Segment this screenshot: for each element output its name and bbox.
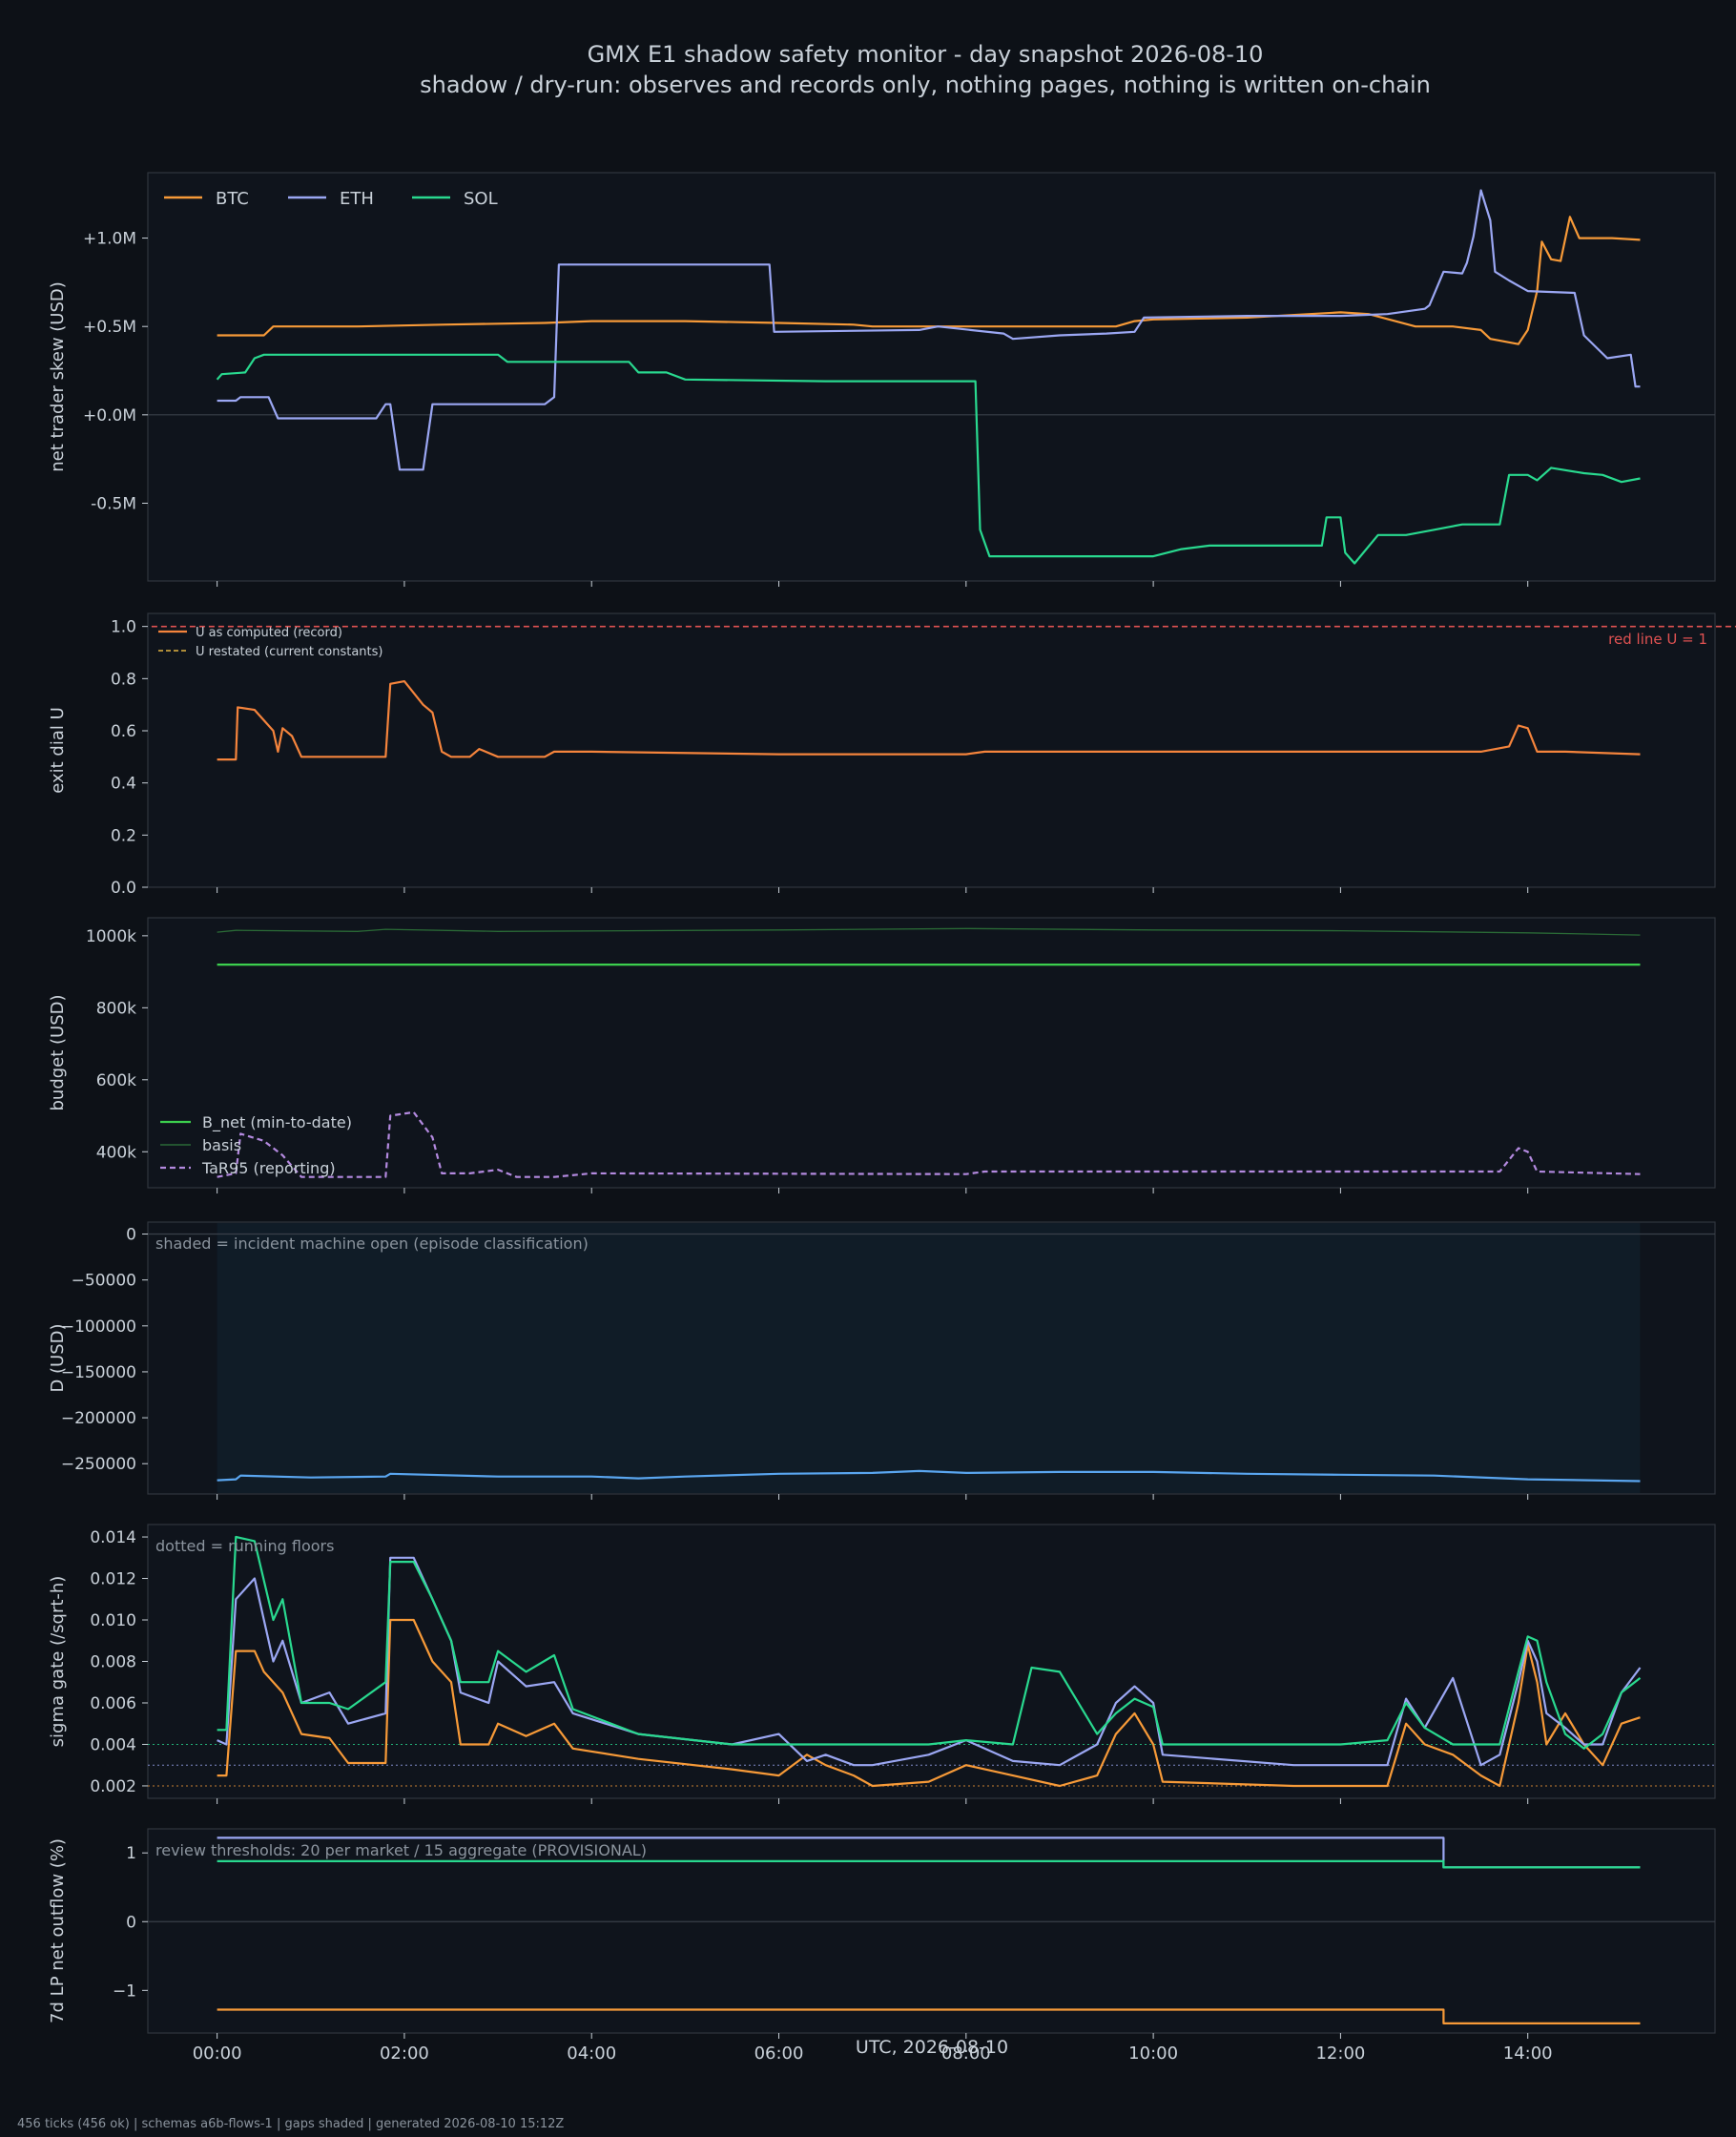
panel-annotation: dotted = running floors bbox=[155, 1537, 334, 1555]
series-line-eth bbox=[217, 1556, 1642, 1767]
y-tick-label: −200000 bbox=[61, 1409, 136, 1428]
panel-sigma_gate: 0.014 0.012 0.010 0.008 0.006 0.004 0.002 sigma… bbox=[48, 1524, 1716, 1804]
y-tick-label: 0 bbox=[126, 1226, 136, 1245]
y-tick-label: 400k bbox=[96, 1143, 136, 1162]
y-tick-label: 0.6 bbox=[111, 722, 136, 741]
series-line-btc bbox=[217, 1618, 1641, 1788]
y-tick-label: 0 bbox=[126, 1913, 136, 1932]
legend-label-b_net: B_net (min-to-date) bbox=[202, 1113, 352, 1132]
panel-skew: +1.0M +0.5M +0.0M -0.5M net trader skew (USD… bbox=[48, 172, 1716, 587]
series-line-sol bbox=[217, 1535, 1642, 1750]
y-tick-label: −150000 bbox=[61, 1363, 136, 1382]
y-tick-label: 0.010 bbox=[90, 1611, 136, 1630]
red-line-annotation: red line U = 1 bbox=[1608, 631, 1707, 648]
y-tick-label: −250000 bbox=[61, 1455, 136, 1474]
legend-label-sol: SOL bbox=[464, 189, 498, 209]
x-tick-label: 02:00 bbox=[380, 2044, 429, 2064]
series-line-btc bbox=[217, 2008, 1641, 2024]
y-tick-label: 1000k bbox=[86, 927, 136, 946]
y-tick-label: 1.0 bbox=[111, 618, 136, 637]
legend-label-btc: BTC bbox=[216, 189, 249, 209]
y-tick-label: −1 bbox=[113, 1981, 136, 2001]
y-tick-label: 0.0 bbox=[111, 879, 136, 898]
y-tick-label: −100000 bbox=[61, 1317, 136, 1337]
panel-frame bbox=[147, 917, 1716, 1189]
y-axis-label: budget (USD) bbox=[48, 994, 68, 1110]
x-tick-label: 06:00 bbox=[754, 2044, 804, 2064]
series-line-tar95 bbox=[217, 1110, 1641, 1178]
y-axis-label: 7d LP net outflow (%) bbox=[48, 1838, 68, 2023]
panel-exit_dial: 1.0 0.8 0.6 0.4 0.2 0.0 exit dial U U as comput… bbox=[48, 612, 1736, 898]
series-line-basis bbox=[217, 927, 1641, 936]
y-tick-label: 0.014 bbox=[90, 1528, 136, 1547]
y-axis-label: exit dial U bbox=[48, 707, 68, 794]
x-tick-label: 00:00 bbox=[193, 2044, 242, 2064]
y-axis-label: sigma gate (/sqrt-h) bbox=[48, 1576, 68, 1748]
y-tick-label: 800k bbox=[96, 999, 136, 1018]
y-tick-label: +0.5M bbox=[83, 318, 136, 337]
y-tick-label: +1.0M bbox=[83, 230, 136, 249]
x-tick-label: 12:00 bbox=[1315, 2044, 1365, 2064]
panel-drawdown: 0 −50000 −100000 −150000 −200000 −250000 D (US… bbox=[48, 1221, 1716, 1500]
y-tick-label: 0.002 bbox=[90, 1777, 136, 1796]
legend-label-u-restated: U restated (current constants) bbox=[196, 645, 382, 659]
series-line-sol bbox=[216, 353, 1641, 565]
panel-frame bbox=[147, 612, 1716, 888]
panel-lp_outflow: 1 0 −1 7d LP net outflow (%) review threshol… bbox=[48, 1828, 1716, 2064]
chart-title: GMX E1 shadow safety monitor - day snaps… bbox=[588, 41, 1264, 68]
series-line-sol bbox=[217, 1859, 1641, 1869]
y-tick-label: -0.5M bbox=[91, 494, 136, 513]
chart-subtitle: shadow / dry-run: observes and records o… bbox=[420, 72, 1431, 98]
y-tick-label: 0.008 bbox=[90, 1653, 136, 1672]
panel-frame bbox=[147, 172, 1716, 582]
y-tick-label: 0.012 bbox=[90, 1570, 136, 1589]
panels: +1.0M +0.5M +0.0M -0.5M net trader skew (USD… bbox=[48, 172, 1736, 2064]
panel-budget: 1000k 800k 600k 400k budget (USD) B_net (min-… bbox=[48, 917, 1716, 1193]
y-tick-label: +0.0M bbox=[83, 406, 136, 425]
x-tick-label: 08:00 bbox=[941, 2044, 991, 2064]
y-tick-label: −50000 bbox=[72, 1272, 136, 1291]
series-line-u_record bbox=[217, 680, 1641, 761]
y-tick-label: 0.2 bbox=[111, 826, 136, 845]
y-axis-label: D (USD) bbox=[48, 1323, 68, 1392]
panel-frame bbox=[147, 1828, 1716, 2034]
series-line-d_line bbox=[217, 1469, 1641, 1483]
y-tick-label: 0.8 bbox=[111, 670, 136, 689]
legend-label-eth: ETH bbox=[340, 189, 374, 209]
legend-label-basis: basis bbox=[202, 1136, 241, 1154]
x-tick-label: 10:00 bbox=[1128, 2044, 1178, 2064]
x-tick-label: 04:00 bbox=[567, 2044, 616, 2064]
y-tick-label: 0.004 bbox=[90, 1735, 136, 1754]
y-axis-label: net trader skew (USD) bbox=[48, 281, 68, 472]
y-tick-label: 1 bbox=[126, 1844, 136, 1863]
y-tick-label: 0.4 bbox=[111, 775, 136, 794]
y-tick-label: 600k bbox=[96, 1071, 136, 1090]
panel-frame bbox=[147, 1524, 1716, 1799]
y-tick-label: 0.006 bbox=[90, 1694, 136, 1713]
x-tick-label: 14:00 bbox=[1503, 2044, 1553, 2064]
legend-label-u-record: U as computed (record) bbox=[196, 626, 342, 640]
panel-annotation: shaded = incident machine open (episode … bbox=[155, 1234, 589, 1253]
legend-label-tar95: TaR95 (reporting) bbox=[201, 1159, 336, 1177]
incident-shade bbox=[217, 1223, 1641, 1493]
panel-annotation: review thresholds: 20 per market / 15 ag… bbox=[155, 1841, 647, 1859]
series-line-eth bbox=[217, 189, 1641, 471]
footer-status: 456 ticks (456 ok) | schemas a6b-flows-1… bbox=[17, 2117, 564, 2131]
x-axis-label: UTC, 2026-08-10 bbox=[856, 2037, 1008, 2058]
